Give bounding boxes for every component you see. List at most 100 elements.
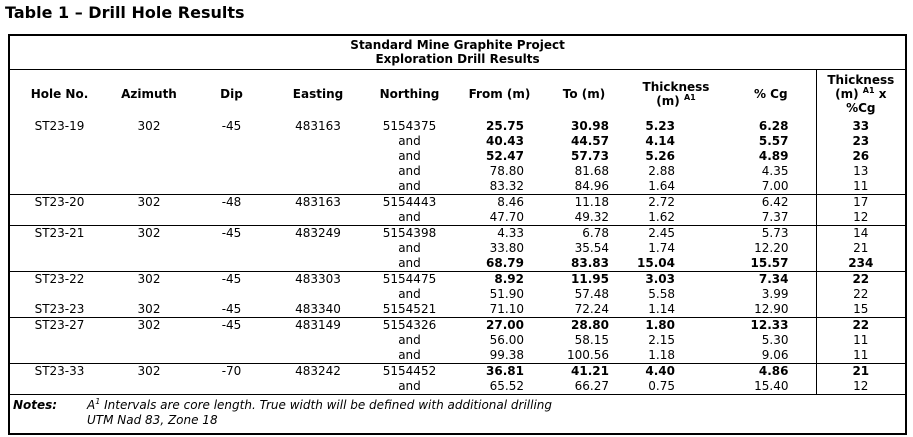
thickness-cell: 1.62 [648, 209, 675, 224]
thickness-x-cg-cell: 22 [815, 271, 907, 287]
col-header-thickness: Thickness (m) A1 [626, 70, 726, 119]
thickness-cell: 5.58 [648, 286, 675, 301]
product-header-line3: %Cg [846, 101, 876, 116]
thickness-x-cg-cell: 17 [815, 194, 907, 210]
thickness-x-cg-cell: 21 [815, 363, 907, 379]
percent-cg-cell: 4.89 [758, 148, 789, 163]
col-header-from: From (m) [468, 87, 531, 102]
from-cell: 47.70 [489, 209, 524, 224]
interval-row: and 52.47 57.73 5.26 4.89 26 [9, 148, 907, 164]
percent-cg-cell: 6.28 [758, 118, 789, 133]
interval-row: and 33.80 35.54 1.74 12.20 21 [9, 240, 907, 256]
from-cell: 4.33 [497, 225, 524, 240]
azimuth-cell [109, 134, 189, 149]
dip-cell [189, 149, 274, 164]
percent-cg-cell: 5.57 [758, 133, 789, 148]
azimuth-cell [109, 348, 189, 364]
hole-no-cell [9, 179, 109, 195]
to-cell: 41.21 [571, 363, 609, 378]
thickness-x-cg-cell: 11 [815, 178, 907, 194]
northing-cell: 5154521 [382, 301, 437, 316]
to-cell: 44.57 [571, 133, 609, 148]
and-label-cell: and [398, 148, 421, 163]
from-cell: 78.80 [489, 163, 524, 178]
thickness-cell: 1.14 [648, 301, 675, 316]
from-cell: 71.10 [489, 301, 524, 316]
notes-text: A1 Intervals are core length. True width… [87, 396, 552, 428]
thickness-x-cg-cell: 14 [815, 225, 907, 241]
interval-row: and 47.70 49.32 1.62 7.37 12 [9, 209, 907, 226]
table-title-line2: Exploration Drill Results [375, 52, 540, 66]
easting-cell [274, 134, 362, 149]
northing-cell: 5154443 [382, 194, 437, 209]
dip-cell: -45 [221, 317, 242, 332]
percent-cg-cell: 4.86 [758, 363, 789, 378]
to-cell: 57.48 [574, 286, 609, 301]
hole-no-cell [9, 379, 109, 395]
easting-cell [274, 241, 362, 256]
interval-row: ST23-22 302 -45 483303 5154475 8.92 11.95 3.03 7… [9, 271, 907, 287]
hole-no-cell: ST23-22 [34, 271, 85, 286]
percent-cg-cell: 7.00 [761, 178, 789, 193]
hole-no-cell [9, 134, 109, 149]
percent-cg-cell: 5.73 [761, 225, 789, 240]
easting-cell [274, 287, 362, 302]
to-cell: 57.73 [571, 148, 609, 163]
from-cell: 8.92 [494, 271, 524, 286]
thickness-x-cg-cell: 23 [815, 133, 907, 149]
dip-cell: -45 [221, 118, 242, 133]
from-cell: 83.32 [489, 178, 524, 193]
azimuth-cell [109, 287, 189, 302]
easting-cell [274, 333, 362, 348]
interval-row: ST23-20 302 -48 483163 5154443 8.46 11.18 2.72 6… [9, 194, 907, 210]
table-title-line1: Standard Mine Graphite Project [350, 38, 565, 52]
azimuth-cell [109, 256, 189, 272]
hole-section: ST23-22 302 -45 483303 5154475 8.92 11.95 3.03 7… [9, 271, 907, 317]
azimuth-cell [109, 210, 189, 226]
from-cell: 99.38 [489, 347, 524, 362]
azimuth-cell [109, 379, 189, 395]
dip-cell [189, 241, 274, 256]
and-label-cell: and [398, 378, 421, 393]
hole-no-cell: ST23-20 [34, 194, 85, 209]
hole-no-cell [9, 348, 109, 364]
hole-no-cell: ST23-19 [34, 118, 85, 133]
thickness-x-cg-cell: 22 [815, 317, 907, 333]
thickness-x-cg-cell: 21 [815, 240, 907, 256]
thickness-cell: 1.18 [648, 347, 675, 362]
and-label-cell: and [398, 332, 421, 347]
interval-row: and 78.80 81.68 2.88 4.35 13 [9, 163, 907, 179]
thickness-cell: 5.23 [645, 118, 675, 133]
thickness-x-cg-cell: 15 [815, 301, 907, 317]
thickness-cell: 1.74 [648, 240, 675, 255]
and-label-cell: and [398, 240, 421, 255]
and-label-cell: and [398, 178, 421, 193]
azimuth-cell [109, 333, 189, 348]
northing-cell: 5154326 [382, 317, 437, 332]
page-title: Table 1 – Drill Hole Results [5, 3, 245, 22]
to-cell: 49.32 [574, 209, 609, 224]
thickness-x-cg-cell: 22 [815, 286, 907, 302]
from-cell: 68.79 [486, 255, 524, 270]
thickness-cell: 15.04 [637, 255, 675, 270]
col-header-dip: Dip [220, 87, 243, 102]
northing-cell: 5154398 [382, 225, 437, 240]
hole-section: ST23-20 302 -48 483163 5154443 8.46 11.18 2.72 6… [9, 194, 907, 226]
dip-cell: -48 [221, 194, 242, 209]
thickness-x-cg-cell: 11 [815, 347, 907, 363]
to-cell: 28.80 [571, 317, 609, 332]
and-label-cell: and [398, 163, 421, 178]
percent-cg-cell: 15.57 [750, 255, 789, 270]
interval-row: and 56.00 58.15 2.15 5.30 11 [9, 332, 907, 348]
to-cell: 58.15 [574, 332, 609, 347]
thickness-x-cg-cell: 11 [815, 332, 907, 348]
col-header-to: To (m) [562, 87, 606, 102]
thickness-cell: 3.03 [645, 271, 675, 286]
hole-no-cell [9, 164, 109, 179]
from-cell: 36.81 [486, 363, 524, 378]
hole-no-cell [9, 333, 109, 348]
col-header-northing: Northing [379, 87, 440, 102]
percent-cg-cell: 15.40 [754, 378, 789, 393]
azimuth-cell [109, 179, 189, 195]
notes-superscript: 1 [95, 396, 101, 406]
